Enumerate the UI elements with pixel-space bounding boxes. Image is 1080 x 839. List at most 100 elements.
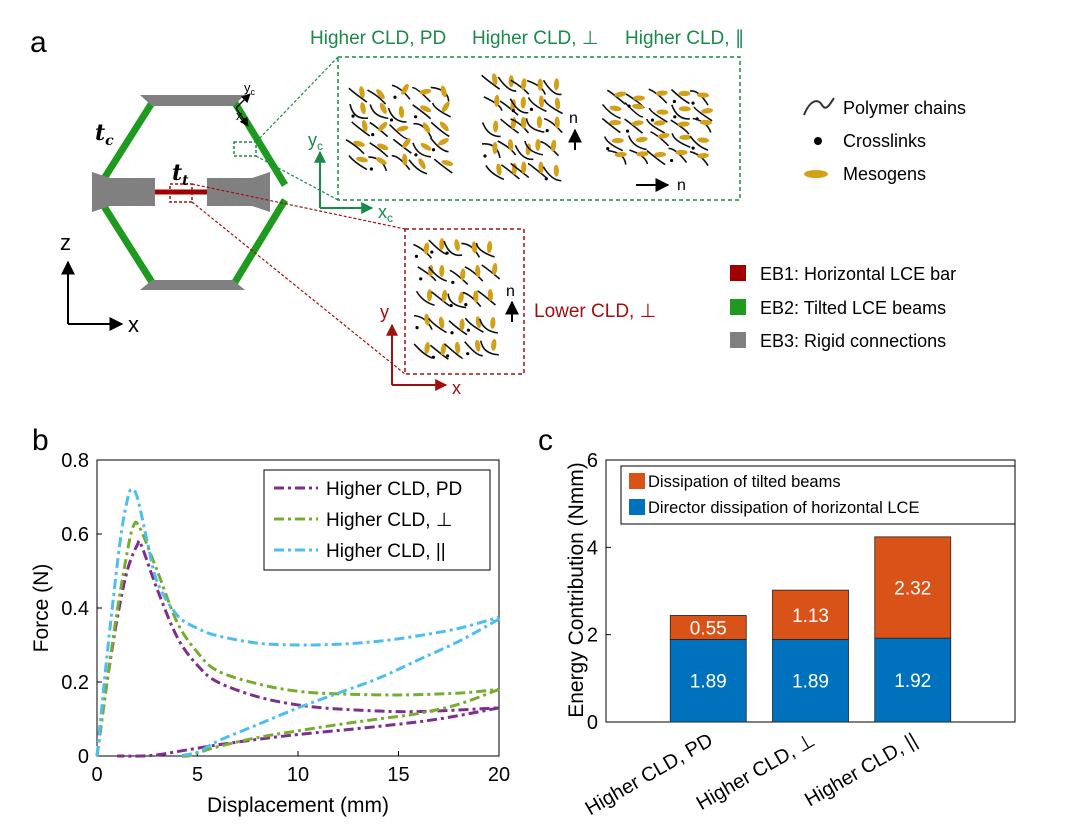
bar-tilted-1 — [772, 589, 849, 640]
mesogen — [508, 139, 514, 151]
mesogen — [609, 105, 622, 112]
crosslink — [691, 101, 695, 105]
mesogen — [378, 121, 388, 132]
crosslink — [414, 254, 419, 258]
chart-b-xlabel: Displacement (mm) — [207, 794, 389, 817]
green-axes: yc xc — [308, 130, 393, 225]
legend-swatch-eb2 — [730, 299, 746, 315]
crosslink — [445, 354, 450, 358]
polymer-chain — [627, 135, 647, 151]
polymer-chain — [527, 97, 547, 113]
polymer-chain — [461, 242, 481, 258]
polymer-chain — [369, 104, 389, 120]
mesogen — [486, 240, 493, 253]
polymer-chain — [345, 139, 365, 155]
legend-mesogen-icon — [804, 170, 828, 178]
series-perp-loading — [95, 520, 500, 757]
mesogen — [553, 164, 559, 177]
crosslink — [414, 115, 418, 119]
panel-label-b: b — [32, 424, 49, 457]
zoom-line-red-2 — [191, 201, 406, 375]
mesogen — [536, 116, 542, 129]
mesogen — [441, 101, 450, 113]
network-lower-cld — [413, 238, 501, 360]
polymer-chain — [542, 166, 562, 182]
legend-chain-icon — [803, 97, 835, 116]
mesogen — [521, 78, 527, 91]
crosslink — [606, 146, 610, 151]
crosslink — [430, 250, 434, 254]
chart-b-legend: Higher CLD, PD Higher CLD, ⊥ Higher CLD,… — [263, 469, 491, 571]
mesogen — [401, 83, 409, 95]
mesogen — [419, 88, 432, 95]
green-title-perp: Higher CLD, ⊥ — [472, 28, 598, 49]
mesogen — [679, 134, 692, 140]
mesogen — [496, 163, 502, 176]
polymer-chain — [427, 318, 447, 334]
crosslink — [529, 107, 534, 112]
label-tt: tt — [172, 160, 189, 189]
polymer-chain — [671, 133, 691, 149]
legend-text-pd: Higher CLD, PD — [326, 479, 462, 500]
polymer-chain — [413, 122, 433, 139]
tilted-beam-top-left — [97, 96, 158, 187]
polymer-chain — [525, 118, 545, 133]
polymer-chain — [464, 266, 484, 282]
green-title-pd: Higher CLD, PD — [310, 28, 446, 49]
chart-b-xtick-label: 15 — [387, 764, 409, 786]
polymer-chain — [645, 118, 666, 134]
polymer-chain — [412, 142, 432, 158]
zoom-line-red-1 — [191, 183, 406, 230]
polymer-chain — [510, 118, 530, 134]
series-perp-unloading — [177, 687, 500, 758]
polymer-chain — [412, 104, 432, 120]
mesogen — [402, 138, 411, 149]
chart-c-category-label: Higher CLD, PD — [582, 729, 717, 820]
mesogen — [418, 158, 426, 170]
region-legend: EB1: Horizontal LCE bar EB2: Tilted LCE … — [730, 264, 956, 351]
bar-director-0 — [669, 639, 747, 723]
crosslink — [464, 303, 468, 307]
polymer-chain — [462, 291, 482, 308]
panel-label-c: c — [538, 424, 553, 457]
crosslink — [625, 129, 630, 133]
polymer-chain — [475, 242, 495, 258]
crosslink — [389, 118, 394, 122]
polymer-chain — [415, 290, 435, 307]
label-green-yc: yc — [308, 130, 323, 153]
chart-b-xtick-label: 10 — [287, 764, 309, 786]
rigid-connection-left — [92, 172, 155, 212]
mesogen — [356, 156, 368, 163]
mesogen — [537, 78, 543, 91]
mesogen — [554, 116, 560, 129]
chart-c-legend: Dissipation of tilted beams Director dis… — [620, 465, 1016, 525]
mesogen — [699, 119, 712, 126]
mesogen — [697, 137, 710, 143]
mesogen — [438, 138, 449, 146]
chart-b-ylabel: Force (N) — [30, 564, 53, 653]
mesogen — [611, 137, 624, 144]
polymer-chain — [412, 86, 431, 103]
zoom-box-green — [337, 56, 741, 201]
zoom-box-bar — [169, 183, 193, 203]
mesogen — [475, 339, 481, 352]
polymer-chain — [540, 140, 560, 157]
polymer-chain — [367, 89, 387, 105]
mesogen — [440, 343, 447, 356]
mesogen — [439, 238, 445, 251]
material-legend: Polymer chains Crosslinks Mesogens — [803, 97, 966, 184]
label-director-red: n — [506, 283, 515, 300]
mesogen — [653, 120, 666, 126]
mesogen — [697, 153, 710, 159]
mesogen — [636, 151, 649, 157]
chart-b-series — [95, 487, 500, 758]
polymer-chain — [481, 264, 501, 280]
mesogen — [359, 86, 365, 99]
legend-crosslink-icon — [814, 137, 822, 145]
polymer-chain — [497, 76, 517, 92]
chart-c-category-label: Higher CLD, || — [801, 729, 921, 811]
polymer-chain — [670, 88, 690, 105]
hexagon-structure — [92, 95, 288, 290]
legend-polymer-chains: Polymer chains — [843, 98, 966, 118]
polymer-chain — [428, 266, 448, 282]
